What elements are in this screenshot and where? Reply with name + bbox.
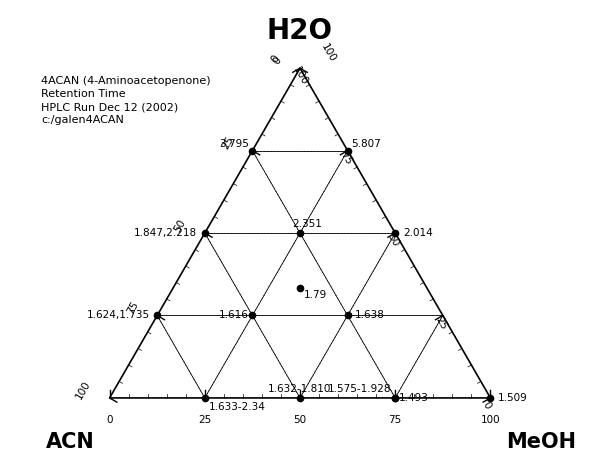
Text: 0: 0 [271,55,283,66]
Text: 25: 25 [220,135,235,151]
Text: 5.807: 5.807 [352,139,381,149]
Text: 50: 50 [173,217,188,234]
Text: 4ACAN (4-Aminoacetopenone)
Retention Time
HPLC Run Dec 12 (2002)
c:/galen4ACAN: 4ACAN (4-Aminoacetopenone) Retention Tim… [41,76,211,125]
Text: 0: 0 [106,415,113,425]
Text: 1.632-1.810: 1.632-1.810 [268,384,332,394]
Text: 1.624,1.735: 1.624,1.735 [86,310,149,320]
Text: 0: 0 [269,54,281,64]
Text: ACN: ACN [46,432,94,452]
Text: 25: 25 [198,415,211,425]
Text: 1.575-1.928: 1.575-1.928 [328,384,391,394]
Text: 25: 25 [433,315,449,331]
Text: 75: 75 [125,299,140,316]
Text: 1.616: 1.616 [219,310,248,320]
Text: 1.509: 1.509 [498,393,528,403]
Text: 3.795: 3.795 [219,139,248,149]
Text: 75: 75 [338,150,353,167]
Text: 1.79: 1.79 [304,290,327,300]
Text: 1.493: 1.493 [399,393,429,403]
Text: 1.638: 1.638 [355,310,385,320]
Text: 100: 100 [319,42,338,64]
Text: 100: 100 [74,379,92,401]
Text: 2.014: 2.014 [403,228,433,238]
Text: 50: 50 [386,232,401,249]
Text: 100: 100 [481,415,500,425]
Text: 75: 75 [389,415,402,425]
Text: 1.847,2.218: 1.847,2.218 [134,228,197,238]
Text: 0: 0 [481,400,493,411]
Text: 1.633-2.34: 1.633-2.34 [209,402,265,412]
Text: 100: 100 [290,65,309,87]
Text: 50: 50 [293,415,307,425]
Text: 2.351: 2.351 [292,219,322,229]
Text: MeOH: MeOH [506,432,575,452]
Text: H2O: H2O [267,17,333,45]
